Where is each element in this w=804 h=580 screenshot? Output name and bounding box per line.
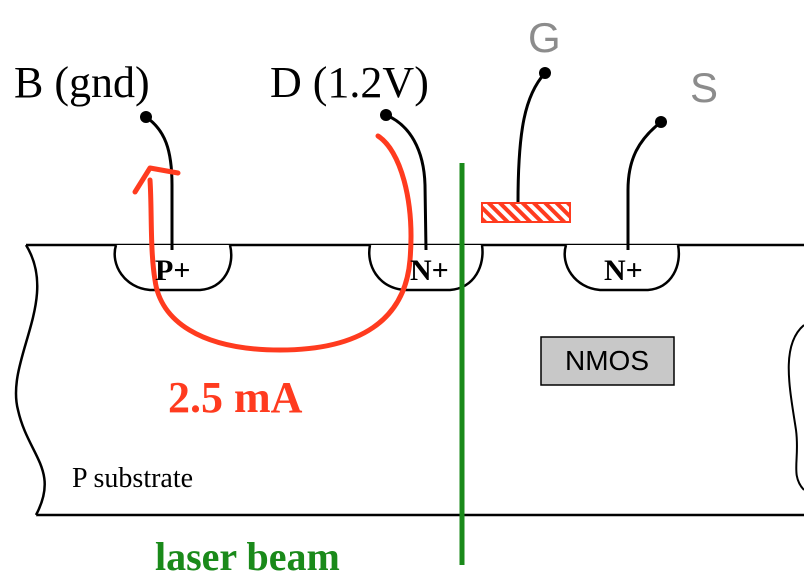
p-plus-well [113, 244, 233, 292]
bulk-terminal-label: B (gnd) [14, 58, 150, 107]
current-path [147, 133, 414, 353]
p-plus-label: P+ [155, 254, 190, 287]
gate-poly [481, 202, 571, 223]
current-value-label: 2.5 mA [168, 373, 303, 422]
gate-wire [516, 71, 547, 204]
source-n-plus-well [563, 244, 681, 292]
laser-beam-label: laser beam [155, 534, 340, 579]
gate-terminal-label: G [528, 14, 561, 61]
bulk-wire [145, 115, 174, 250]
nmos-box [540, 336, 675, 386]
substrate-right-edge [787, 324, 804, 491]
gate-terminal-dot [539, 67, 551, 79]
drain-terminal-dot [380, 109, 392, 121]
current-arrowhead [132, 165, 181, 195]
substrate-label: P substrate [72, 463, 193, 494]
drain-n-plus-well [368, 244, 484, 292]
source-terminal-label: S [690, 64, 718, 111]
source-terminal-dot [655, 116, 667, 128]
bulk-terminal-dot [140, 111, 152, 123]
drain-terminal-label: D (1.2V) [270, 58, 429, 107]
drain-wire [385, 113, 428, 251]
nmos-label: NMOS [565, 345, 649, 376]
source-n-plus-label: N+ [604, 254, 643, 287]
drain-n-plus-label: N+ [410, 254, 449, 287]
source-wire [626, 120, 662, 250]
